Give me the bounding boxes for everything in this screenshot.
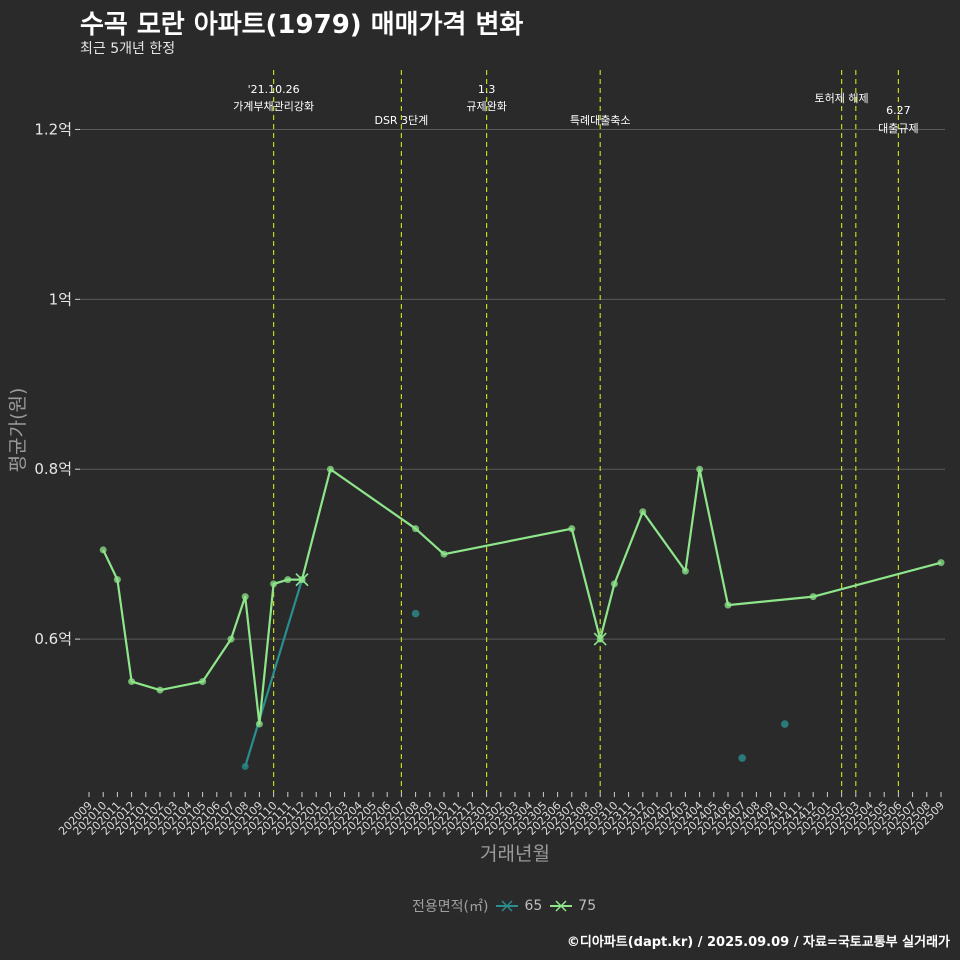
data-point-75 <box>639 508 647 516</box>
data-point-75 <box>199 678 207 686</box>
data-point-75 <box>610 580 618 588</box>
legend: 전용면적(㎡) 65 75 <box>412 896 596 916</box>
event-label-date: '21.10.26 <box>248 83 300 96</box>
scatter-point-65 <box>411 609 420 618</box>
event-label-date: 6.27 <box>886 104 911 117</box>
event-label-text: 규제완화 <box>466 100 506 113</box>
y-tick-label: 1.2억 <box>34 120 72 138</box>
data-point-75 <box>227 635 235 643</box>
data-point-75 <box>113 576 121 584</box>
data-point-75 <box>128 678 136 686</box>
cross-marker-75 <box>593 632 607 646</box>
legend-title: 전용면적(㎡) <box>412 899 489 915</box>
event-label-text: 특례대출축소 <box>570 114 631 127</box>
data-point-75 <box>937 559 945 567</box>
scatter-point-65 <box>781 720 789 728</box>
data-point-75 <box>696 465 704 473</box>
y-axis-title: 평균가(원) <box>7 388 29 473</box>
data-point-75 <box>681 567 689 575</box>
data-point-75 <box>99 546 107 554</box>
data-point-75 <box>255 720 263 728</box>
cross-marker-75 <box>295 573 309 587</box>
chart-title: 수곡 모란 아파트(1979) 매매가격 변화 <box>80 10 524 40</box>
data-point-75 <box>326 465 334 473</box>
event-label-text: 대출규제 <box>878 122 918 135</box>
series-line-65 <box>244 579 304 767</box>
data-point-75 <box>412 525 420 533</box>
event-label-text: DSR 3단계 <box>374 114 428 127</box>
data-point-75 <box>284 576 292 584</box>
data-point-75 <box>241 593 249 601</box>
data-point-75 <box>270 580 278 588</box>
chart-subtitle: 최근 5개년 한정 <box>80 41 176 57</box>
legend-item-75: 75 <box>550 898 596 914</box>
x-axis-title: 거래년월 <box>480 843 550 865</box>
data-point-65 <box>241 763 249 771</box>
data-point-75 <box>440 550 448 558</box>
legend-label-75: 75 <box>578 898 597 914</box>
y-tick-label: 1억 <box>49 290 72 308</box>
source-caption: ©디아파트(dapt.kr) / 2025.09.09 / 자료=국토교통부 실… <box>566 935 950 950</box>
legend-item-65: 65 <box>496 898 542 914</box>
event-label-date: 1.3 <box>478 83 496 96</box>
data-point-75 <box>724 601 732 609</box>
legend-75-icon <box>550 900 573 912</box>
legend-65-icon <box>496 900 519 912</box>
data-point-75 <box>156 686 164 694</box>
event-label-date: 토허제 해제 <box>815 91 869 105</box>
scatter-point-65 <box>738 754 746 762</box>
y-tick-label: 0.8억 <box>34 460 72 478</box>
data-point-75 <box>568 525 576 533</box>
data-point-75 <box>809 593 817 601</box>
event-label-text: 가계부채관리강화 <box>233 100 314 113</box>
legend-label-65: 65 <box>524 898 543 914</box>
y-tick-label: 0.6억 <box>34 630 72 648</box>
